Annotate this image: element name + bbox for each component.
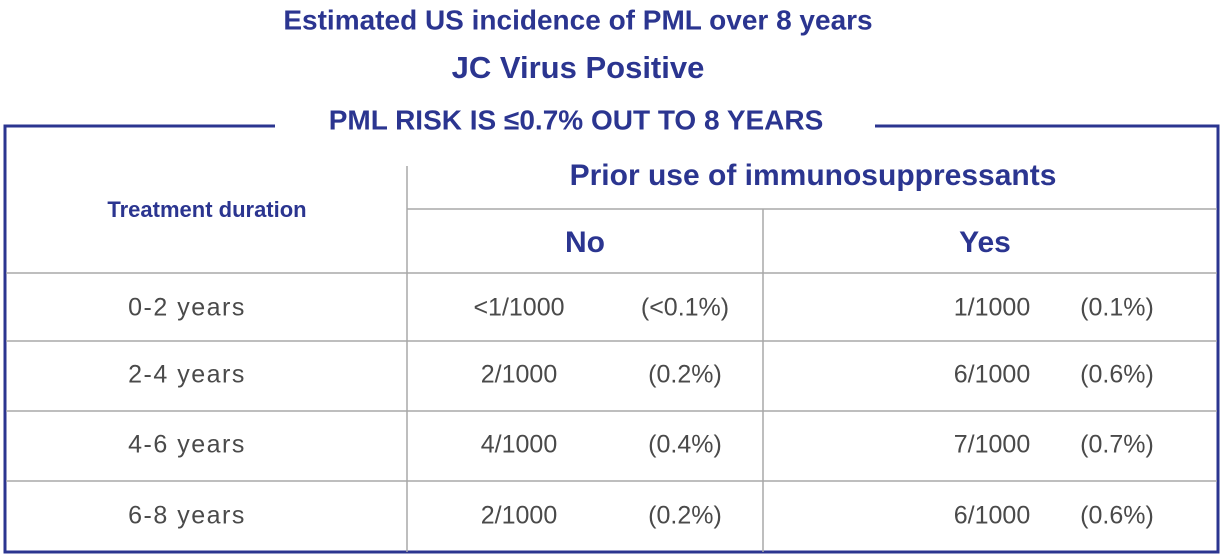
column-header: No [565, 226, 605, 259]
ratio-cell: 6/1000 [954, 361, 1030, 389]
duration-cell: 6-8 years [128, 502, 246, 530]
ratio-cell: 6/1000 [954, 502, 1030, 530]
subtitle: JC Virus Positive [452, 50, 705, 85]
percent-cell: (0.7%) [1080, 431, 1154, 459]
column-header: Yes [959, 226, 1011, 259]
percent-cell: (0.2%) [648, 361, 722, 389]
ratio-cell: <1/1000 [473, 294, 564, 322]
percent-cell: (0.4%) [648, 431, 722, 459]
box-heading: PML RISK IS ≤0.7% OUT TO 8 YEARS [329, 104, 824, 135]
duration-cell: 0-2 years [128, 294, 246, 322]
duration-cell: 4-6 years [128, 431, 246, 459]
ratio-cell: 2/1000 [481, 361, 557, 389]
table-body: 0-2 years <1/1000 (<0.1%) 1/1000 (0.1%) 2-4 y… [128, 294, 1154, 530]
duration-cell: 2-4 years [128, 361, 246, 389]
title: Estimated US incidence of PML over 8 yea… [283, 4, 872, 35]
ratio-cell: 1/1000 [954, 294, 1030, 322]
column-group-header: Prior use of immunosuppressants [570, 159, 1057, 192]
percent-cell: (0.6%) [1080, 361, 1154, 389]
percent-cell: (0.2%) [648, 502, 722, 530]
ratio-cell: 4/1000 [481, 431, 557, 459]
ratio-cell: 7/1000 [954, 431, 1030, 459]
percent-cell: (0.6%) [1080, 502, 1154, 530]
ratio-cell: 2/1000 [481, 502, 557, 530]
box-frame [3, 124, 1220, 554]
row-header: Treatment duration [107, 197, 306, 222]
percent-cell: (0.1%) [1080, 294, 1154, 322]
percent-cell: (<0.1%) [641, 294, 729, 322]
